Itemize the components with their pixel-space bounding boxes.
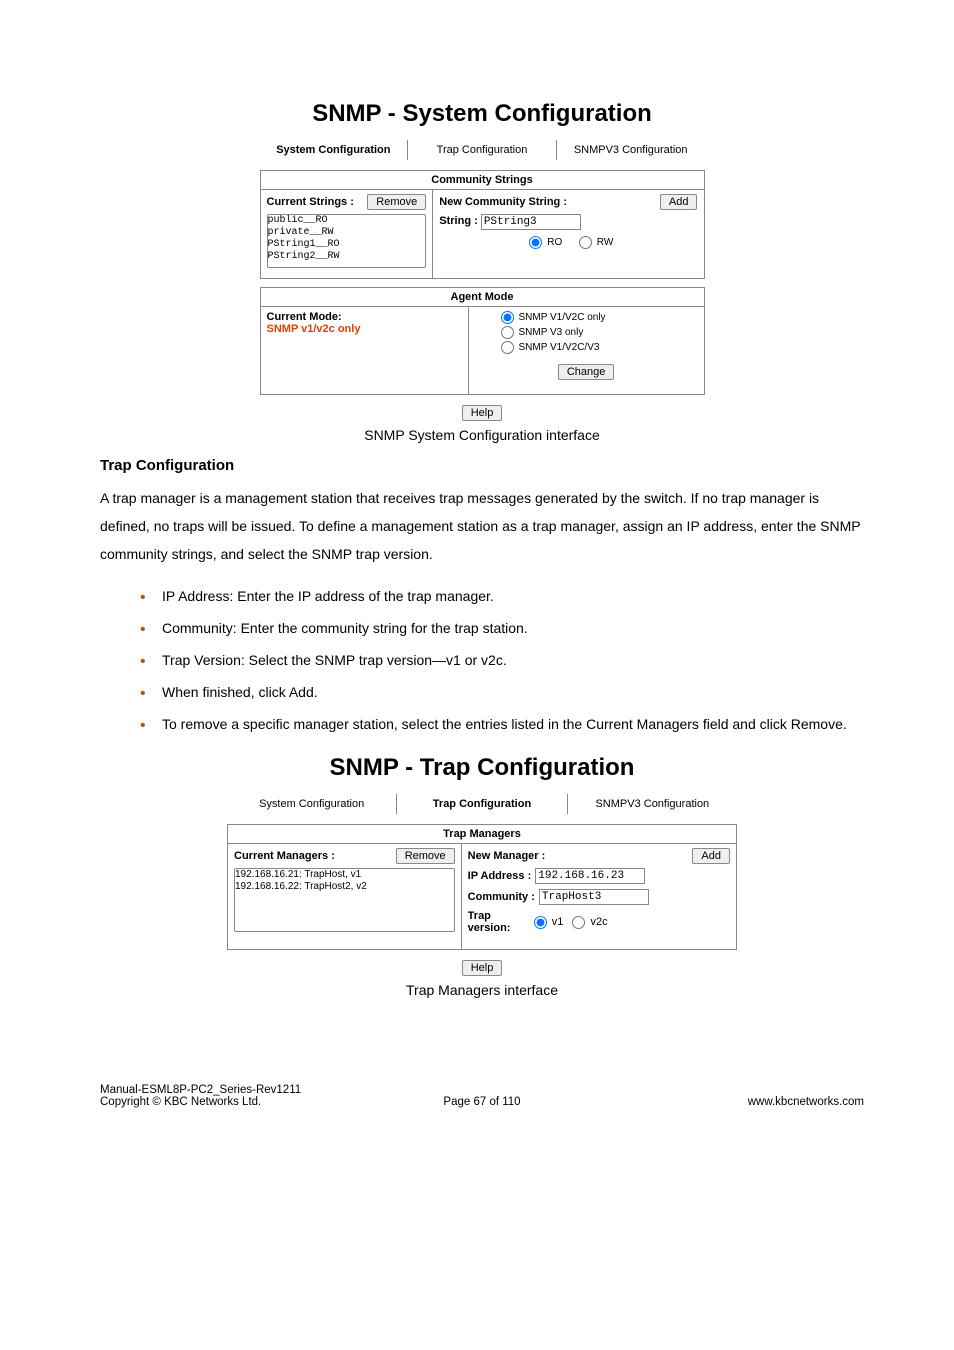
footer-manual: Manual-ESML8P-PC2_Series-Rev1211	[100, 1084, 355, 1096]
help-button[interactable]: Help	[462, 960, 503, 976]
fig2-title: SNMP - Trap Configuration	[100, 754, 864, 782]
fig2-tabs: System Configuration Trap Configuration …	[227, 794, 737, 814]
bullet-item: Community: Enter the community string fo…	[140, 614, 864, 642]
fig1-caption: SNMP System Configuration interface	[100, 427, 864, 443]
community-heading: Community Strings	[261, 171, 704, 189]
rw-radio[interactable]: RW	[573, 237, 613, 248]
bullet-item: To remove a specific manager station, se…	[140, 710, 864, 738]
community-strings-panel: Community Strings Current Strings : Remo…	[260, 170, 705, 279]
ro-radio[interactable]: RO	[523, 237, 562, 248]
list-item[interactable]: PString1__RO	[268, 239, 426, 251]
current-mode-label: Current Mode:	[267, 311, 462, 323]
trap-managers-panel: Trap Managers Current Managers : Remove …	[227, 824, 737, 950]
tab-trap-configuration[interactable]: Trap Configuration	[408, 140, 557, 160]
list-item[interactable]: private__RW	[268, 227, 426, 239]
bullet-item: IP Address: Enter the IP address of the …	[140, 582, 864, 610]
add-button[interactable]: Add	[660, 194, 698, 210]
trap-v2c-radio[interactable]: v2c	[566, 916, 607, 928]
fig1-title: SNMP - System Configuration	[100, 100, 864, 128]
tab-system-configuration[interactable]: System Configuration	[227, 794, 397, 814]
string-label: String :	[439, 215, 478, 227]
new-community-label: New Community String :	[439, 196, 567, 208]
agent-opt-v1v2cv3[interactable]: SNMP V1/V2C/V3	[495, 341, 698, 354]
tab-trap-configuration[interactable]: Trap Configuration	[397, 794, 567, 814]
current-strings-list[interactable]: public__RO private__RW PString1__RO PStr…	[267, 214, 427, 268]
add-button[interactable]: Add	[692, 848, 730, 864]
list-item[interactable]: 192.168.16.22: TrapHost2, v2	[235, 881, 454, 893]
tab-snmpv3-configuration[interactable]: SNMPV3 Configuration	[557, 140, 705, 160]
current-mode-value: SNMP v1/v2c only	[267, 323, 462, 335]
page-footer: Manual-ESML8P-PC2_Series-Rev1211 Copyrig…	[100, 1084, 864, 1108]
section-paragraph: A trap manager is a management station t…	[100, 484, 864, 568]
agent-opt-v3[interactable]: SNMP V3 only	[495, 326, 698, 339]
footer-copyright: Copyright © KBC Networks Ltd.	[100, 1096, 355, 1108]
footer-page: Page 67 of 110	[355, 1096, 610, 1108]
tab-system-configuration[interactable]: System Configuration	[260, 140, 409, 160]
help-button[interactable]: Help	[462, 405, 503, 421]
list-item[interactable]: 192.168.16.21: TrapHost, v1	[235, 869, 454, 881]
agent-opt-v1v2c[interactable]: SNMP V1/V2C only	[495, 311, 698, 324]
list-item[interactable]: public__RO	[268, 215, 426, 227]
trap-heading: Trap Managers	[228, 825, 736, 843]
remove-button[interactable]: Remove	[367, 194, 426, 210]
bullet-list: IP Address: Enter the IP address of the …	[140, 582, 864, 738]
section-heading: Trap Configuration	[100, 457, 864, 474]
agent-heading: Agent Mode	[261, 288, 704, 306]
ip-address-label: IP Address :	[468, 870, 532, 882]
trap-v1-radio[interactable]: v1	[528, 916, 564, 928]
fig1-tabs: System Configuration Trap Configuration …	[260, 140, 705, 160]
change-button[interactable]: Change	[558, 364, 615, 380]
list-item[interactable]: PString2__RW	[268, 251, 426, 263]
tab-snmpv3-configuration[interactable]: SNMPV3 Configuration	[568, 794, 737, 814]
current-managers-list[interactable]: 192.168.16.21: TrapHost, v1 192.168.16.2…	[234, 868, 455, 932]
community-label: Community :	[468, 891, 535, 903]
ip-address-input[interactable]	[535, 868, 645, 884]
new-manager-label: New Manager :	[468, 850, 546, 862]
trap-version-label: Trap version:	[468, 910, 524, 934]
bullet-item: When finished, click Add.	[140, 678, 864, 706]
footer-url: www.kbcnetworks.com	[609, 1096, 864, 1108]
bullet-item: Trap Version: Select the SNMP trap versi…	[140, 646, 864, 674]
fig2-caption: Trap Managers interface	[100, 982, 864, 998]
agent-mode-panel: Agent Mode Current Mode: SNMP v1/v2c onl…	[260, 287, 705, 395]
string-input[interactable]	[481, 214, 581, 230]
community-input[interactable]	[539, 889, 649, 905]
current-managers-label: Current Managers :	[234, 850, 335, 862]
current-strings-label: Current Strings :	[267, 196, 354, 208]
remove-button[interactable]: Remove	[396, 848, 455, 864]
